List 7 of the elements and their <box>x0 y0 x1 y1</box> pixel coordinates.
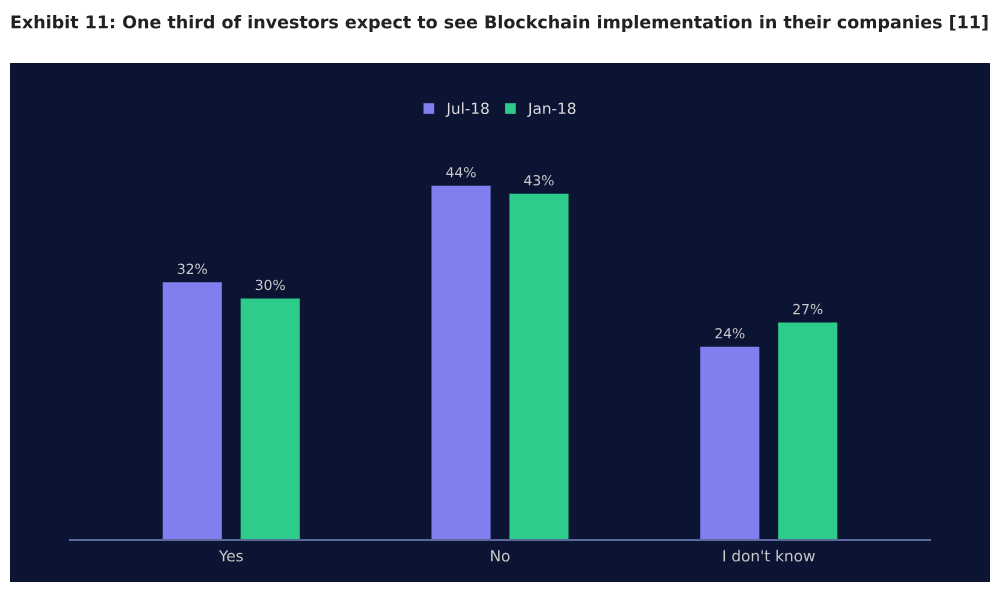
bar <box>778 322 838 540</box>
chart-title: Exhibit 11: One third of investors expect to see Blockchain implementation in their companies [11] <box>11 15 988 32</box>
bar <box>700 346 760 540</box>
bar <box>509 193 569 540</box>
bar <box>431 185 491 540</box>
bar <box>240 298 300 540</box>
bar <box>162 282 222 540</box>
